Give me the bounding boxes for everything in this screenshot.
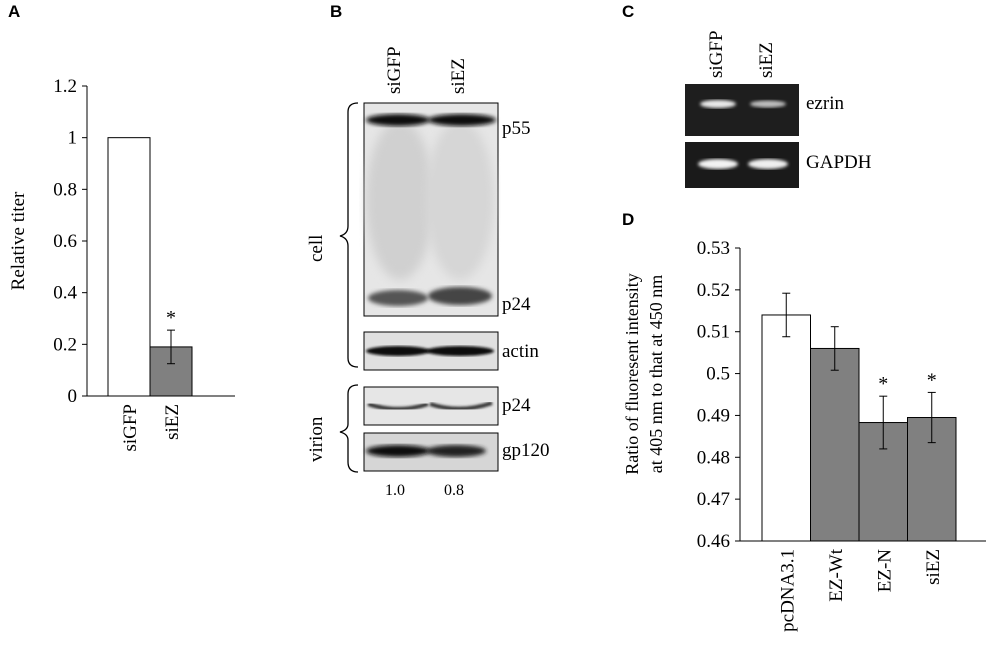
band-p55-lane1 bbox=[366, 114, 430, 126]
chart-d-category-label: siEZ bbox=[923, 549, 944, 585]
panel-label-a: A bbox=[8, 2, 21, 21]
band-p55-lane2 bbox=[428, 114, 496, 126]
chart-d-y-tick-label: 0.49 bbox=[697, 405, 730, 426]
chart-a-y-tick-label: 0.4 bbox=[53, 283, 77, 304]
chart-d-y-tick-label: 0.46 bbox=[697, 531, 730, 552]
blot-b-lane-siez: siEZ bbox=[448, 58, 469, 94]
quant-lane1: 1.0 bbox=[385, 482, 405, 499]
chart-a-bar-sigfp bbox=[107, 137, 151, 397]
chart-d-y-tick-label: 0.53 bbox=[697, 238, 730, 259]
chart-a: 0 0.2 0.4 0.6 0.8 1 1.2 siGFP * siEZ Relative tite… bbox=[8, 76, 235, 452]
gel-c-ezrin-panel bbox=[685, 84, 799, 136]
band-gp120-lane2 bbox=[426, 445, 486, 457]
chart-a-significance-star: * bbox=[166, 307, 176, 329]
quant-lane2: 0.8 bbox=[444, 482, 464, 499]
chart-a-y-tick-label: 0.6 bbox=[53, 231, 77, 252]
chart-a-y-tick-label: 0.2 bbox=[53, 334, 77, 355]
band-actin-lane2 bbox=[426, 346, 494, 356]
chart-a-y-tick-label: 0 bbox=[68, 386, 78, 407]
band-virion-p24-lane1 bbox=[367, 402, 429, 411]
band-ezrin-lane2 bbox=[750, 100, 786, 108]
chart-d-y-axis-title-line-1: Ratio of fluoresent intensity bbox=[622, 273, 642, 474]
chart-a-category-label: siGFP bbox=[120, 404, 141, 452]
gel-c-lane-siez: siEZ bbox=[756, 42, 777, 78]
chart-d-y-tick-label: 0.5 bbox=[706, 364, 730, 385]
bracket-cell bbox=[339, 102, 359, 368]
chart-d-y-tick-label: 0.52 bbox=[697, 280, 730, 301]
western-blot-b: siGFP siEZ cell virion p55 p24 actin p24… bbox=[300, 0, 600, 520]
band-label-gapdh: GAPDH bbox=[806, 152, 872, 173]
group-label-cell: cell bbox=[306, 234, 327, 262]
gel-c-graphics bbox=[685, 84, 799, 188]
chart-a-y-axis-title: Relative titer bbox=[8, 191, 29, 290]
band-gapdh-lane1 bbox=[698, 159, 738, 169]
chart-d-bar-pcdna3-1 bbox=[761, 314, 811, 542]
panel-label-b: B bbox=[330, 2, 343, 21]
blot-b-lane-sigfp: siGFP bbox=[384, 46, 405, 94]
chart-d-category-label: EZ-N bbox=[874, 549, 895, 593]
gel-c: siGFP siEZ ezrin GAPDH bbox=[680, 0, 1000, 200]
band-label-p55: p55 bbox=[502, 118, 531, 139]
band-p24-lane2 bbox=[428, 287, 492, 305]
chart-d-significance-star: * bbox=[878, 373, 888, 395]
bracket-virion bbox=[339, 384, 359, 473]
band-label-actin: actin bbox=[502, 341, 539, 362]
band-label-gp120: gp120 bbox=[502, 440, 550, 461]
band-label-p24-virion: p24 bbox=[502, 395, 531, 416]
panel-label-d: D bbox=[622, 210, 635, 229]
band-p24-lane1 bbox=[368, 290, 428, 306]
chart-a-y-tick-label: 1.2 bbox=[53, 76, 77, 97]
chart-d-bar-ez-wt bbox=[810, 347, 860, 542]
gel-c-lane-sigfp: siGFP bbox=[706, 30, 727, 78]
chart-a-y-tick-label: 0.8 bbox=[53, 179, 77, 200]
band-label-ezrin: ezrin bbox=[806, 93, 844, 114]
chart-d-significance-star: * bbox=[927, 369, 937, 391]
band-ezrin-lane1 bbox=[700, 100, 736, 108]
chart-d-y-tick-label: 0.51 bbox=[697, 322, 730, 343]
blot-b-graphics bbox=[339, 102, 499, 473]
chart-d-y-tick-label: 0.47 bbox=[697, 489, 730, 510]
chart-d-y-tick-label: 0.48 bbox=[697, 447, 730, 468]
chart-a-y-tick-label: 1 bbox=[68, 128, 78, 149]
chart-d-y-axis-title-line-2: at 405 nm to that at 450 nm bbox=[646, 275, 666, 473]
band-virion-p24-lane2 bbox=[429, 401, 493, 411]
panel-label-c: C bbox=[622, 2, 635, 21]
band-gp120-lane1 bbox=[366, 445, 430, 457]
chart-d: 0.46 0.47 0.48 0.49 0.5 0.51 0.52 0.53 pcDNA3.1 E… bbox=[622, 238, 986, 632]
band-gapdh-lane2 bbox=[748, 159, 788, 169]
band-actin-lane1 bbox=[366, 346, 430, 356]
chart-d-category-label: EZ-Wt bbox=[826, 548, 847, 601]
group-label-virion: virion bbox=[306, 416, 327, 462]
chart-a-category-label: siEZ bbox=[162, 404, 183, 440]
chart-d-category-label: pcDNA3.1 bbox=[777, 549, 798, 632]
band-label-p24-cell: p24 bbox=[502, 294, 531, 315]
